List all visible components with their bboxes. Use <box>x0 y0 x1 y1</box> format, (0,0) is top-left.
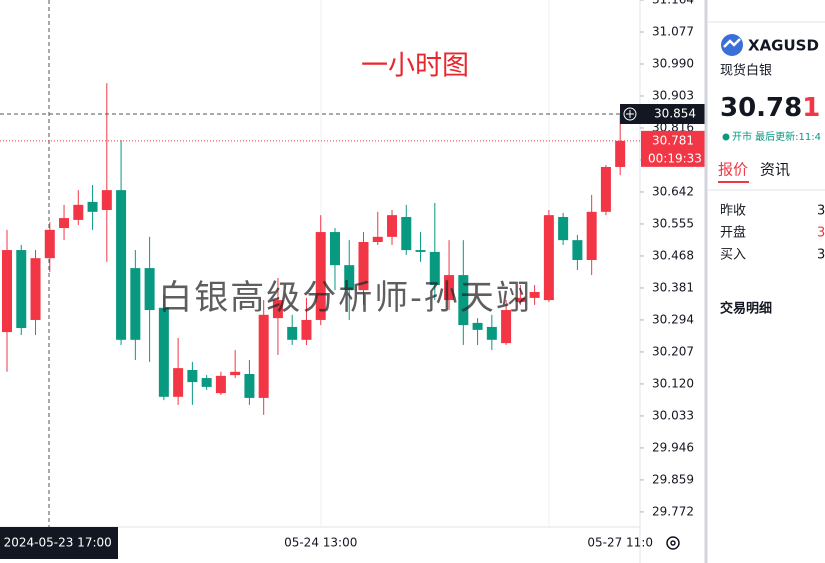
candle-body <box>73 204 84 220</box>
y-tick-label: 30.207 <box>652 344 694 358</box>
symbol-name: 现货白银 <box>720 63 772 79</box>
candle-body <box>44 229 55 259</box>
x-tick-label: 05-24 13:00 <box>284 536 357 550</box>
x-axis: 四 2024-05-23 17:00 05-24 13:00 05-27 11:0 <box>0 536 653 550</box>
x-crosshair-box <box>0 527 118 559</box>
candle-body <box>358 241 369 291</box>
countdown: 00:19:33 <box>648 151 702 165</box>
candle-body <box>501 310 512 344</box>
x-tick-label: 05-27 11:0 <box>587 536 653 550</box>
candle-body <box>201 378 212 387</box>
candle-body <box>315 232 326 320</box>
candle-body <box>344 265 355 291</box>
y-tick-label: 30.033 <box>652 408 694 422</box>
y-tick-label: 30.381 <box>652 280 694 294</box>
row-value: 3 <box>817 226 825 241</box>
candle-body <box>387 215 398 237</box>
row-label: 昨收 <box>720 204 746 219</box>
symbol-logo <box>721 34 743 56</box>
crosshair-label: 30.854 <box>654 107 696 121</box>
crosshair-add-plus <box>626 110 634 119</box>
y-axis: 31.16431.07730.99030.90330.81630.72930.6… <box>620 0 705 518</box>
candle-body <box>116 190 127 340</box>
candle-body <box>458 275 469 326</box>
candle-body <box>215 375 226 394</box>
candle-body <box>429 251 440 286</box>
candle-body <box>187 369 198 383</box>
chart-title: 一小时图 <box>361 51 469 82</box>
candle-body <box>529 292 540 298</box>
last-price-label: 30.781 <box>652 133 694 147</box>
candle-body <box>600 166 611 212</box>
price-head: 30.78 <box>720 93 802 123</box>
candle-body <box>301 319 312 340</box>
candle-body <box>158 307 169 397</box>
status: 开市 最后更新:11:4 <box>732 130 821 143</box>
side-panel <box>705 0 825 563</box>
candle-body <box>244 374 255 398</box>
gear[interactable] <box>666 536 680 550</box>
logo-mark <box>723 38 741 48</box>
candle-body <box>472 322 483 330</box>
candle-body <box>572 240 583 261</box>
y-tick-label: 30.642 <box>652 184 694 198</box>
row-label: 开盘 <box>720 225 746 241</box>
candle-body <box>586 211 597 261</box>
candle-body <box>258 314 269 398</box>
price: 30.781 <box>720 93 820 123</box>
candle-body <box>486 326 497 340</box>
row-value: 3 <box>817 204 825 219</box>
plot <box>0 83 640 415</box>
candle-body <box>543 215 554 301</box>
candle-body <box>272 300 283 319</box>
status-dot <box>722 133 730 141</box>
y-tick-label: 31.077 <box>652 24 694 38</box>
y-tick-label: 30.120 <box>652 376 694 390</box>
symbol[interactable]: XAGUSD <box>748 37 819 55</box>
y-tick-label: 29.859 <box>652 472 694 486</box>
candle-body <box>401 216 412 251</box>
candle-body <box>230 371 241 376</box>
tab-active[interactable]: 报价 <box>718 161 748 179</box>
candle-body <box>329 232 340 266</box>
candle-body <box>144 268 155 311</box>
candle-body <box>130 268 141 340</box>
section-title: 交易明细 <box>720 301 772 317</box>
candle-body <box>59 218 70 229</box>
row-label: 买入 <box>720 248 746 263</box>
candle-body <box>173 368 184 397</box>
candle-body <box>615 140 626 167</box>
candle-body <box>558 216 569 241</box>
y-tick-label: 30.990 <box>652 56 694 70</box>
settings-icon[interactable] <box>666 536 680 550</box>
candle-body <box>444 275 455 301</box>
y-tick-label: 30.468 <box>652 248 694 262</box>
last-price-box <box>641 130 705 167</box>
y-tick-label: 29.772 <box>652 504 694 518</box>
row-value: 3 <box>817 248 825 263</box>
y-tick-label: 30.555 <box>652 216 694 230</box>
candle-body <box>30 258 41 320</box>
gear-center[interactable] <box>670 540 676 546</box>
candle-body <box>287 326 298 340</box>
crosshair-box <box>620 104 705 125</box>
tab[interactable]: 资讯 <box>760 161 790 179</box>
y-tick-label: 30.903 <box>652 88 694 102</box>
price-tail: 1 <box>802 93 820 123</box>
candle-body <box>415 250 426 252</box>
candle-body <box>372 236 383 242</box>
x-tick-label: 四 2024-05-23 17:00 <box>0 536 112 550</box>
watermark: 白银高级分析师-孙天翊 <box>158 278 532 318</box>
candle-body <box>87 201 98 212</box>
candle-body <box>515 297 526 302</box>
y-tick-label: 31.164 <box>652 0 694 7</box>
crosshair-add <box>623 107 637 121</box>
candle-body <box>2 250 12 333</box>
candle-body <box>16 250 27 329</box>
y-tick-label: 30.294 <box>652 312 694 326</box>
y-tick-label: 29.946 <box>652 440 694 454</box>
candle-body <box>101 190 112 210</box>
